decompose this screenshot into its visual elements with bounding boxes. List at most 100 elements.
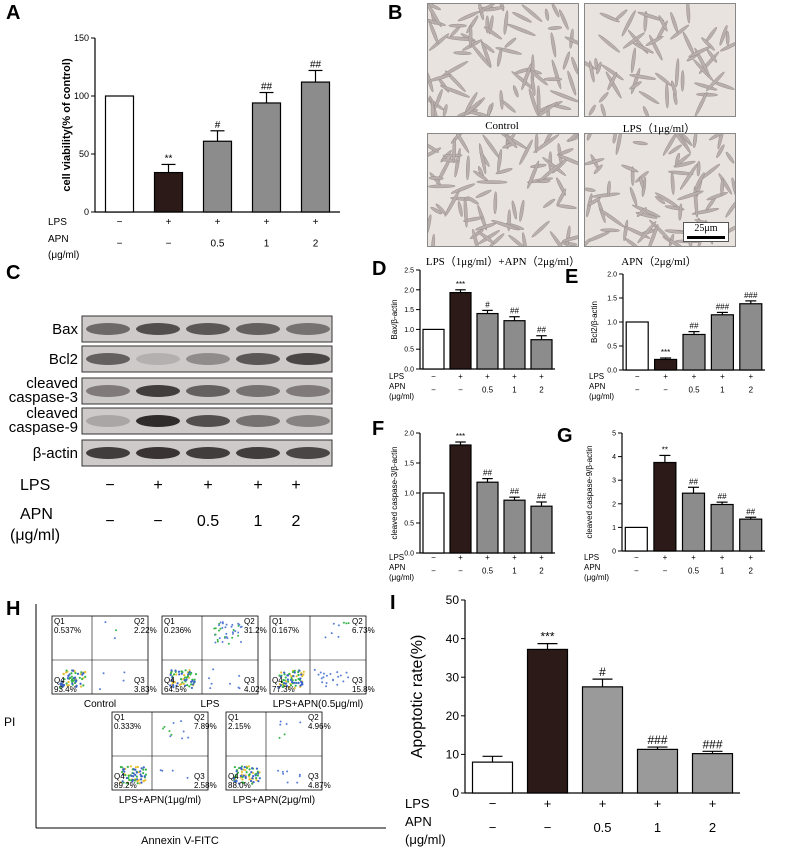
apn-value: − xyxy=(153,513,162,530)
cell xyxy=(497,48,503,67)
bar xyxy=(710,503,734,552)
cell xyxy=(647,224,659,246)
panel-label-a: A xyxy=(6,2,21,24)
y-axis-label: cell viability(% of control) xyxy=(61,58,73,192)
flow-dot xyxy=(347,676,350,679)
flow-dot xyxy=(67,680,70,684)
quadrant-value: 64.5% xyxy=(164,685,187,694)
cell xyxy=(630,47,636,74)
lps-value: − xyxy=(431,553,436,562)
apn-value: 1 xyxy=(512,386,517,395)
flow-dot xyxy=(172,686,175,689)
flow-dot xyxy=(136,765,139,769)
flow-dot xyxy=(234,630,237,633)
cell xyxy=(632,141,648,146)
flow-dot xyxy=(325,674,328,677)
cell xyxy=(637,11,665,22)
significance-label: ## xyxy=(689,477,698,486)
apn-row-label: APN xyxy=(389,563,406,572)
flow-dot xyxy=(292,674,295,678)
flow-dot xyxy=(293,686,296,690)
flow-dot xyxy=(115,629,118,632)
cell xyxy=(686,4,691,24)
flow-dot xyxy=(177,670,181,673)
cell xyxy=(530,75,536,97)
flow-dot xyxy=(297,670,300,674)
flow-dot xyxy=(139,778,143,781)
chart-g-caspase9: 0 1 2 3 4 5 cleaved caspase-9/β-actin − − ** + − ## +… xyxy=(584,430,765,582)
cell xyxy=(430,206,442,215)
flow-dot xyxy=(286,678,289,681)
flow-dot xyxy=(256,774,259,777)
apn-value: 1 xyxy=(720,386,725,395)
cell xyxy=(658,15,668,32)
cell xyxy=(511,200,517,220)
cell xyxy=(519,139,533,165)
flow-dot xyxy=(286,781,289,784)
significance-label: ## xyxy=(718,492,727,501)
micrograph-label-apn: APN（2μg/ml） xyxy=(621,256,697,268)
flow-dot xyxy=(235,770,238,773)
flow-dot xyxy=(299,721,302,724)
significance-label: ## xyxy=(261,82,273,93)
flow-dot xyxy=(233,765,236,769)
apn-row-label: APN xyxy=(389,382,406,391)
quadrant-label: Q4 xyxy=(228,772,239,781)
cell xyxy=(670,134,685,147)
cell xyxy=(491,220,520,231)
cell xyxy=(719,41,735,52)
cell xyxy=(588,104,596,116)
flow-dot xyxy=(144,768,148,771)
cell xyxy=(428,184,456,189)
flow-dot xyxy=(188,670,191,674)
lps-value: + xyxy=(748,553,753,562)
cell xyxy=(688,46,711,58)
flow-dot xyxy=(134,766,138,769)
flow-dot xyxy=(290,675,293,678)
flow-x-label: Annexin V-FITC xyxy=(141,835,219,847)
flow-dot xyxy=(75,685,78,689)
flow-dot xyxy=(231,632,234,635)
cell xyxy=(599,12,620,23)
apn-unit-label: (μg/ml) xyxy=(10,527,60,544)
blot-band xyxy=(86,323,130,335)
cell xyxy=(668,144,682,155)
flow-dot xyxy=(337,624,340,627)
flow-dot xyxy=(239,766,242,770)
flow-dot xyxy=(285,684,289,688)
flow-dot xyxy=(63,678,66,681)
cell xyxy=(466,155,470,181)
flow-dot xyxy=(283,673,286,676)
flow-dot xyxy=(121,780,124,783)
blot-band xyxy=(286,385,330,397)
cell xyxy=(503,10,509,35)
apn-value: − xyxy=(663,386,668,395)
quadrant-value: 0.537% xyxy=(54,626,81,635)
flow-dot xyxy=(126,782,129,785)
quadrant-label: Q3 xyxy=(244,676,255,685)
cell xyxy=(428,176,444,181)
flow-dot xyxy=(225,635,228,638)
flow-plot-name: LPS+APN(0.5μg/ml) xyxy=(273,699,364,710)
flow-dot xyxy=(242,781,246,785)
flow-dot xyxy=(185,676,188,679)
cell xyxy=(612,134,617,144)
flow-dot xyxy=(244,774,247,777)
bar xyxy=(471,761,514,794)
flow-dot xyxy=(169,673,172,676)
y-tick-label: 2.0 xyxy=(404,287,414,294)
apn-value: − xyxy=(635,386,640,395)
cell xyxy=(694,91,708,116)
flow-dot xyxy=(62,672,65,676)
cell xyxy=(556,188,567,206)
bar xyxy=(153,171,184,213)
apn-value: 0.5 xyxy=(482,567,494,576)
cell xyxy=(549,231,568,246)
flow-dot xyxy=(139,770,142,773)
flow-dot xyxy=(313,668,316,671)
cell xyxy=(481,42,495,53)
flow-dot xyxy=(254,774,257,777)
cell xyxy=(472,228,480,246)
cell xyxy=(670,12,679,34)
cell xyxy=(677,190,704,201)
